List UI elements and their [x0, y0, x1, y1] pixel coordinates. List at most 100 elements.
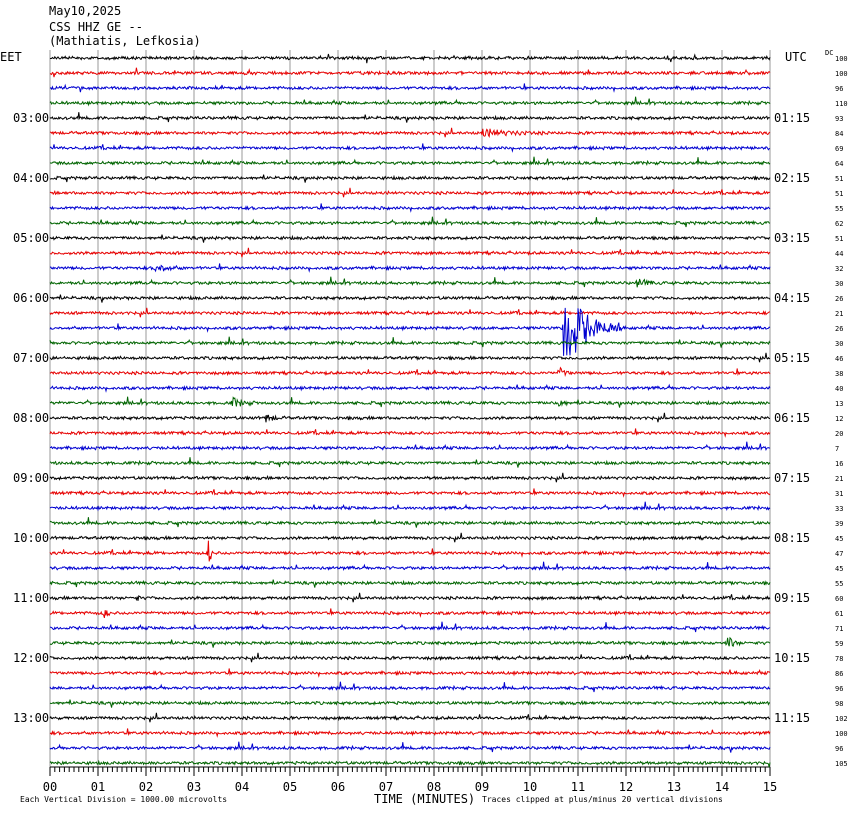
- seismic-trace: [49, 83, 771, 93]
- seismic-trace: [49, 668, 771, 678]
- right-hour-label: 03:15: [774, 231, 810, 245]
- clip-note: Traces clipped at plus/minus 20 vertical…: [482, 795, 723, 804]
- seismic-trace: [49, 540, 771, 562]
- seismic-trace: [49, 307, 771, 318]
- dc-offset-label: 30: [835, 280, 843, 288]
- dc-offset-label: 98: [835, 700, 843, 708]
- dc-offset-label: 105: [835, 760, 848, 768]
- x-tick-label: 11: [571, 780, 585, 794]
- seismic-trace: [49, 728, 771, 738]
- dc-offset-label: 55: [835, 580, 843, 588]
- x-tick-label: 02: [139, 780, 153, 794]
- x-tick-label: 01: [91, 780, 105, 794]
- x-tick-label: 13: [667, 780, 681, 794]
- dc-offset-label: 96: [835, 745, 843, 753]
- seismic-trace: [49, 156, 771, 167]
- right-hour-label: 06:15: [774, 411, 810, 425]
- seismic-trace: [49, 759, 771, 768]
- header-station: CSS HHZ GE --: [49, 20, 143, 34]
- x-tick-label: 12: [619, 780, 633, 794]
- dc-offset-label: 86: [835, 670, 843, 678]
- x-tick-label: 08: [427, 780, 441, 794]
- dc-offset-label: 40: [835, 385, 843, 393]
- dc-offset-label: 21: [835, 310, 843, 318]
- dc-offset-label: 110: [835, 100, 848, 108]
- seismic-trace: [49, 561, 771, 572]
- seismic-trace: [49, 216, 771, 228]
- dc-label: DC: [825, 49, 833, 57]
- seismic-trace: [49, 127, 771, 139]
- right-hour-label: 10:15: [774, 651, 810, 665]
- dc-offset-label: 55: [835, 205, 843, 213]
- x-tick-label: 15: [763, 780, 777, 794]
- seismic-trace: [49, 636, 771, 648]
- seismic-trace: [49, 187, 771, 198]
- dc-offset-label: 96: [835, 85, 843, 93]
- dc-offset-label: 39: [835, 520, 843, 528]
- seismic-trace: [49, 396, 771, 408]
- left-hour-label: 07:00: [13, 351, 49, 365]
- dc-offset-label: 26: [835, 325, 843, 333]
- dc-offset-label: 69: [835, 145, 843, 153]
- seismic-trace: [49, 352, 771, 363]
- dc-offset-label: 32: [835, 265, 843, 273]
- grid: [49, 50, 771, 776]
- left-hour-label: 09:00: [13, 471, 49, 485]
- dc-offset-label: 93: [835, 115, 843, 123]
- left-hour-label: 04:00: [13, 171, 49, 185]
- dc-offset-label: 64: [835, 160, 843, 168]
- seismic-trace: [49, 307, 771, 356]
- seismic-trace: [49, 741, 771, 753]
- dc-offset-label: 51: [835, 235, 843, 243]
- dc-offset-label: 44: [835, 250, 843, 258]
- seismic-trace: [49, 112, 771, 123]
- seismic-trace: [49, 699, 771, 708]
- right-hour-label: 08:15: [774, 531, 810, 545]
- x-tick-label: 10: [523, 780, 537, 794]
- seismic-trace: [49, 592, 771, 603]
- dc-offset-label: 61: [835, 610, 843, 618]
- right-hour-label: 05:15: [774, 351, 810, 365]
- seismic-trace: [49, 366, 771, 378]
- right-hour-label: 04:15: [774, 291, 810, 305]
- x-tick-label: 00: [43, 780, 57, 794]
- dc-offset-label: 16: [835, 460, 843, 468]
- seismic-trace: [49, 263, 771, 273]
- seismic-trace: [49, 143, 771, 153]
- x-tick-label: 09: [475, 780, 489, 794]
- seismic-trace: [49, 712, 771, 723]
- seismic-trace: [49, 336, 771, 348]
- dc-offset-label: 46: [835, 355, 843, 363]
- right-hour-label: 01:15: [774, 111, 810, 125]
- dc-offset-label: 7: [835, 445, 839, 453]
- seismic-trace: [49, 621, 771, 633]
- left-hour-label: 08:00: [13, 411, 49, 425]
- dc-offset-label: 45: [835, 565, 843, 573]
- x-tick-label: 07: [379, 780, 393, 794]
- seismic-trace: [49, 67, 771, 78]
- dc-offset-label: 30: [835, 340, 843, 348]
- seismic-trace: [49, 441, 771, 452]
- seismic-trace: [49, 247, 771, 258]
- x-tick-label: 03: [187, 780, 201, 794]
- left-hour-label: 03:00: [13, 111, 49, 125]
- seismic-trace: [49, 488, 771, 498]
- seismic-trace: [49, 501, 771, 512]
- dc-offset-label: 51: [835, 190, 843, 198]
- dc-offset-label: 47: [835, 550, 843, 558]
- left-hour-label: 05:00: [13, 231, 49, 245]
- dc-offset-label: 21: [835, 475, 843, 483]
- x-tick-label: 06: [331, 780, 345, 794]
- dc-offset-label: 20: [835, 430, 843, 438]
- dc-offset-label: 33: [835, 505, 843, 513]
- seismic-trace: [49, 608, 771, 619]
- axis-labels: 00 01 02 03 04 05 06 07 08 09 10 11 12 13 14 15 100 100 96…: [13, 55, 848, 794]
- x-tick-label: 14: [715, 780, 729, 794]
- seismic-trace: [49, 383, 771, 393]
- dc-offset-label: 100: [835, 55, 848, 63]
- seismic-trace: [49, 457, 771, 468]
- left-hour-label: 10:00: [13, 531, 49, 545]
- left-hour-label: 11:00: [13, 591, 49, 605]
- x-tick-label: 05: [283, 780, 297, 794]
